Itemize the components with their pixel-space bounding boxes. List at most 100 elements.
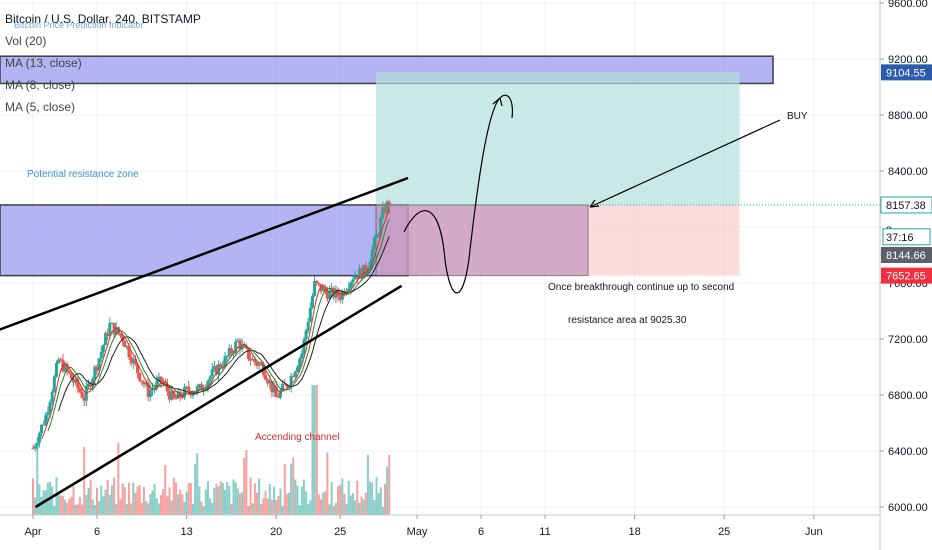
volume-bar: [123, 487, 126, 515]
candle-body: [50, 391, 54, 403]
entry-box: [375, 204, 589, 277]
volume-bar: [313, 385, 316, 515]
price-axis-label-8: 9200.00: [888, 54, 928, 66]
volume-bar: [200, 501, 203, 515]
legend-indicator-ma5[interactable]: MA (5, close): [5, 100, 76, 114]
candle-body: [257, 364, 261, 366]
price-tag-ma: 8144.66: [886, 250, 926, 262]
volume-bar: [209, 498, 212, 515]
candle-body: [208, 376, 212, 382]
volume-bar: [153, 484, 156, 515]
volume-bar: [386, 466, 389, 515]
candle-body: [310, 295, 314, 308]
volume-bar: [356, 480, 359, 515]
candle-body: [323, 287, 327, 292]
legend-indicator-ma13[interactable]: MA (13, close): [5, 56, 82, 70]
legend-symbol[interactable]: Bitcoin / U.S. Dollar, 240, BITSTAMP: [5, 12, 201, 26]
candle-body: [82, 397, 86, 401]
candle-body: [372, 237, 376, 250]
legend-indicator-ma8[interactable]: MA (8, close): [5, 78, 76, 92]
volume-bar: [343, 494, 346, 515]
legend-indicator-vol[interactable]: Vol (20): [5, 34, 47, 48]
volume-bar: [132, 482, 135, 515]
volume-bar: [381, 506, 384, 515]
candle-body: [204, 387, 208, 389]
candle-body: [357, 268, 361, 279]
candle-body: [223, 356, 227, 367]
volume-bar: [113, 477, 116, 515]
volume-bar: [189, 483, 192, 515]
candle-body: [214, 366, 218, 375]
volume-bar: [253, 483, 256, 515]
candle-body: [159, 376, 163, 382]
candle-body: [69, 373, 73, 379]
volume-bar: [247, 505, 250, 515]
volume-bar: [64, 499, 66, 515]
volume-bar: [136, 486, 139, 515]
volume-bar: [170, 500, 173, 515]
volume-bar: [332, 506, 335, 515]
candle-body: [148, 390, 152, 397]
candle-body: [334, 289, 338, 298]
volume-bar: [108, 495, 111, 515]
candle-body: [293, 371, 297, 377]
volume-bar: [324, 491, 327, 515]
candle-body: [187, 386, 191, 392]
volume-bar: [72, 486, 75, 515]
volume-bar: [251, 503, 254, 515]
candle-body: [195, 386, 199, 393]
volume-bar: [151, 490, 154, 515]
volume-bar: [130, 503, 133, 515]
time-axis-label-0: Apr: [24, 526, 41, 538]
volume-bar: [160, 495, 162, 515]
price-tag-top-zone: 9104.55: [886, 67, 926, 79]
candle-body: [48, 402, 52, 413]
volume-bar: [145, 500, 148, 515]
candle-body: [76, 378, 80, 389]
candle-body: [242, 344, 246, 346]
volume-bar: [185, 491, 188, 515]
candle-body: [302, 339, 306, 354]
volume-bar: [258, 478, 261, 515]
volume-bar: [53, 505, 56, 515]
candle-body: [33, 446, 37, 449]
candle-body: [131, 359, 135, 364]
price-axis-label-9: 9600.00: [888, 0, 928, 10]
price-axis-label-2: 6800.00: [888, 390, 928, 402]
volume-bar: [309, 500, 312, 515]
volume-bar: [217, 486, 220, 515]
price-tag-countdown-bg: [881, 228, 932, 245]
volume-bar: [149, 494, 152, 515]
annotation-breakthrough-line1: Once breakthrough continue up to second: [548, 282, 735, 293]
candle-body: [219, 364, 223, 368]
volume-bar: [360, 496, 363, 515]
annotation-channel: Accending channel: [255, 432, 340, 443]
volume-bar: [117, 442, 120, 515]
candle-body: [127, 345, 131, 358]
volume-bar: [341, 478, 344, 515]
volume-bar: [61, 496, 64, 515]
volume-bar: [337, 486, 340, 515]
candle-body: [37, 433, 41, 443]
volume-bar: [89, 479, 92, 515]
candle-body: [140, 380, 144, 383]
candle-body: [240, 344, 244, 350]
candle-body: [251, 358, 255, 361]
volume-bar: [147, 503, 150, 515]
volume-bar: [74, 504, 77, 515]
ma5-line: [41, 208, 390, 440]
candle-body: [121, 335, 125, 341]
volume-bar: [362, 499, 365, 515]
candle-body: [133, 359, 137, 365]
price-axis-label-7: 8800.00: [888, 110, 928, 122]
candle-body: [328, 290, 332, 299]
volume-bar: [121, 483, 124, 515]
volume-bar: [172, 477, 175, 515]
candle-body: [144, 382, 148, 385]
volume-bar: [206, 481, 209, 515]
volume-bar: [305, 491, 308, 515]
volume-bar: [330, 482, 333, 515]
volume-bar: [345, 503, 348, 515]
candle-body: [93, 366, 97, 379]
